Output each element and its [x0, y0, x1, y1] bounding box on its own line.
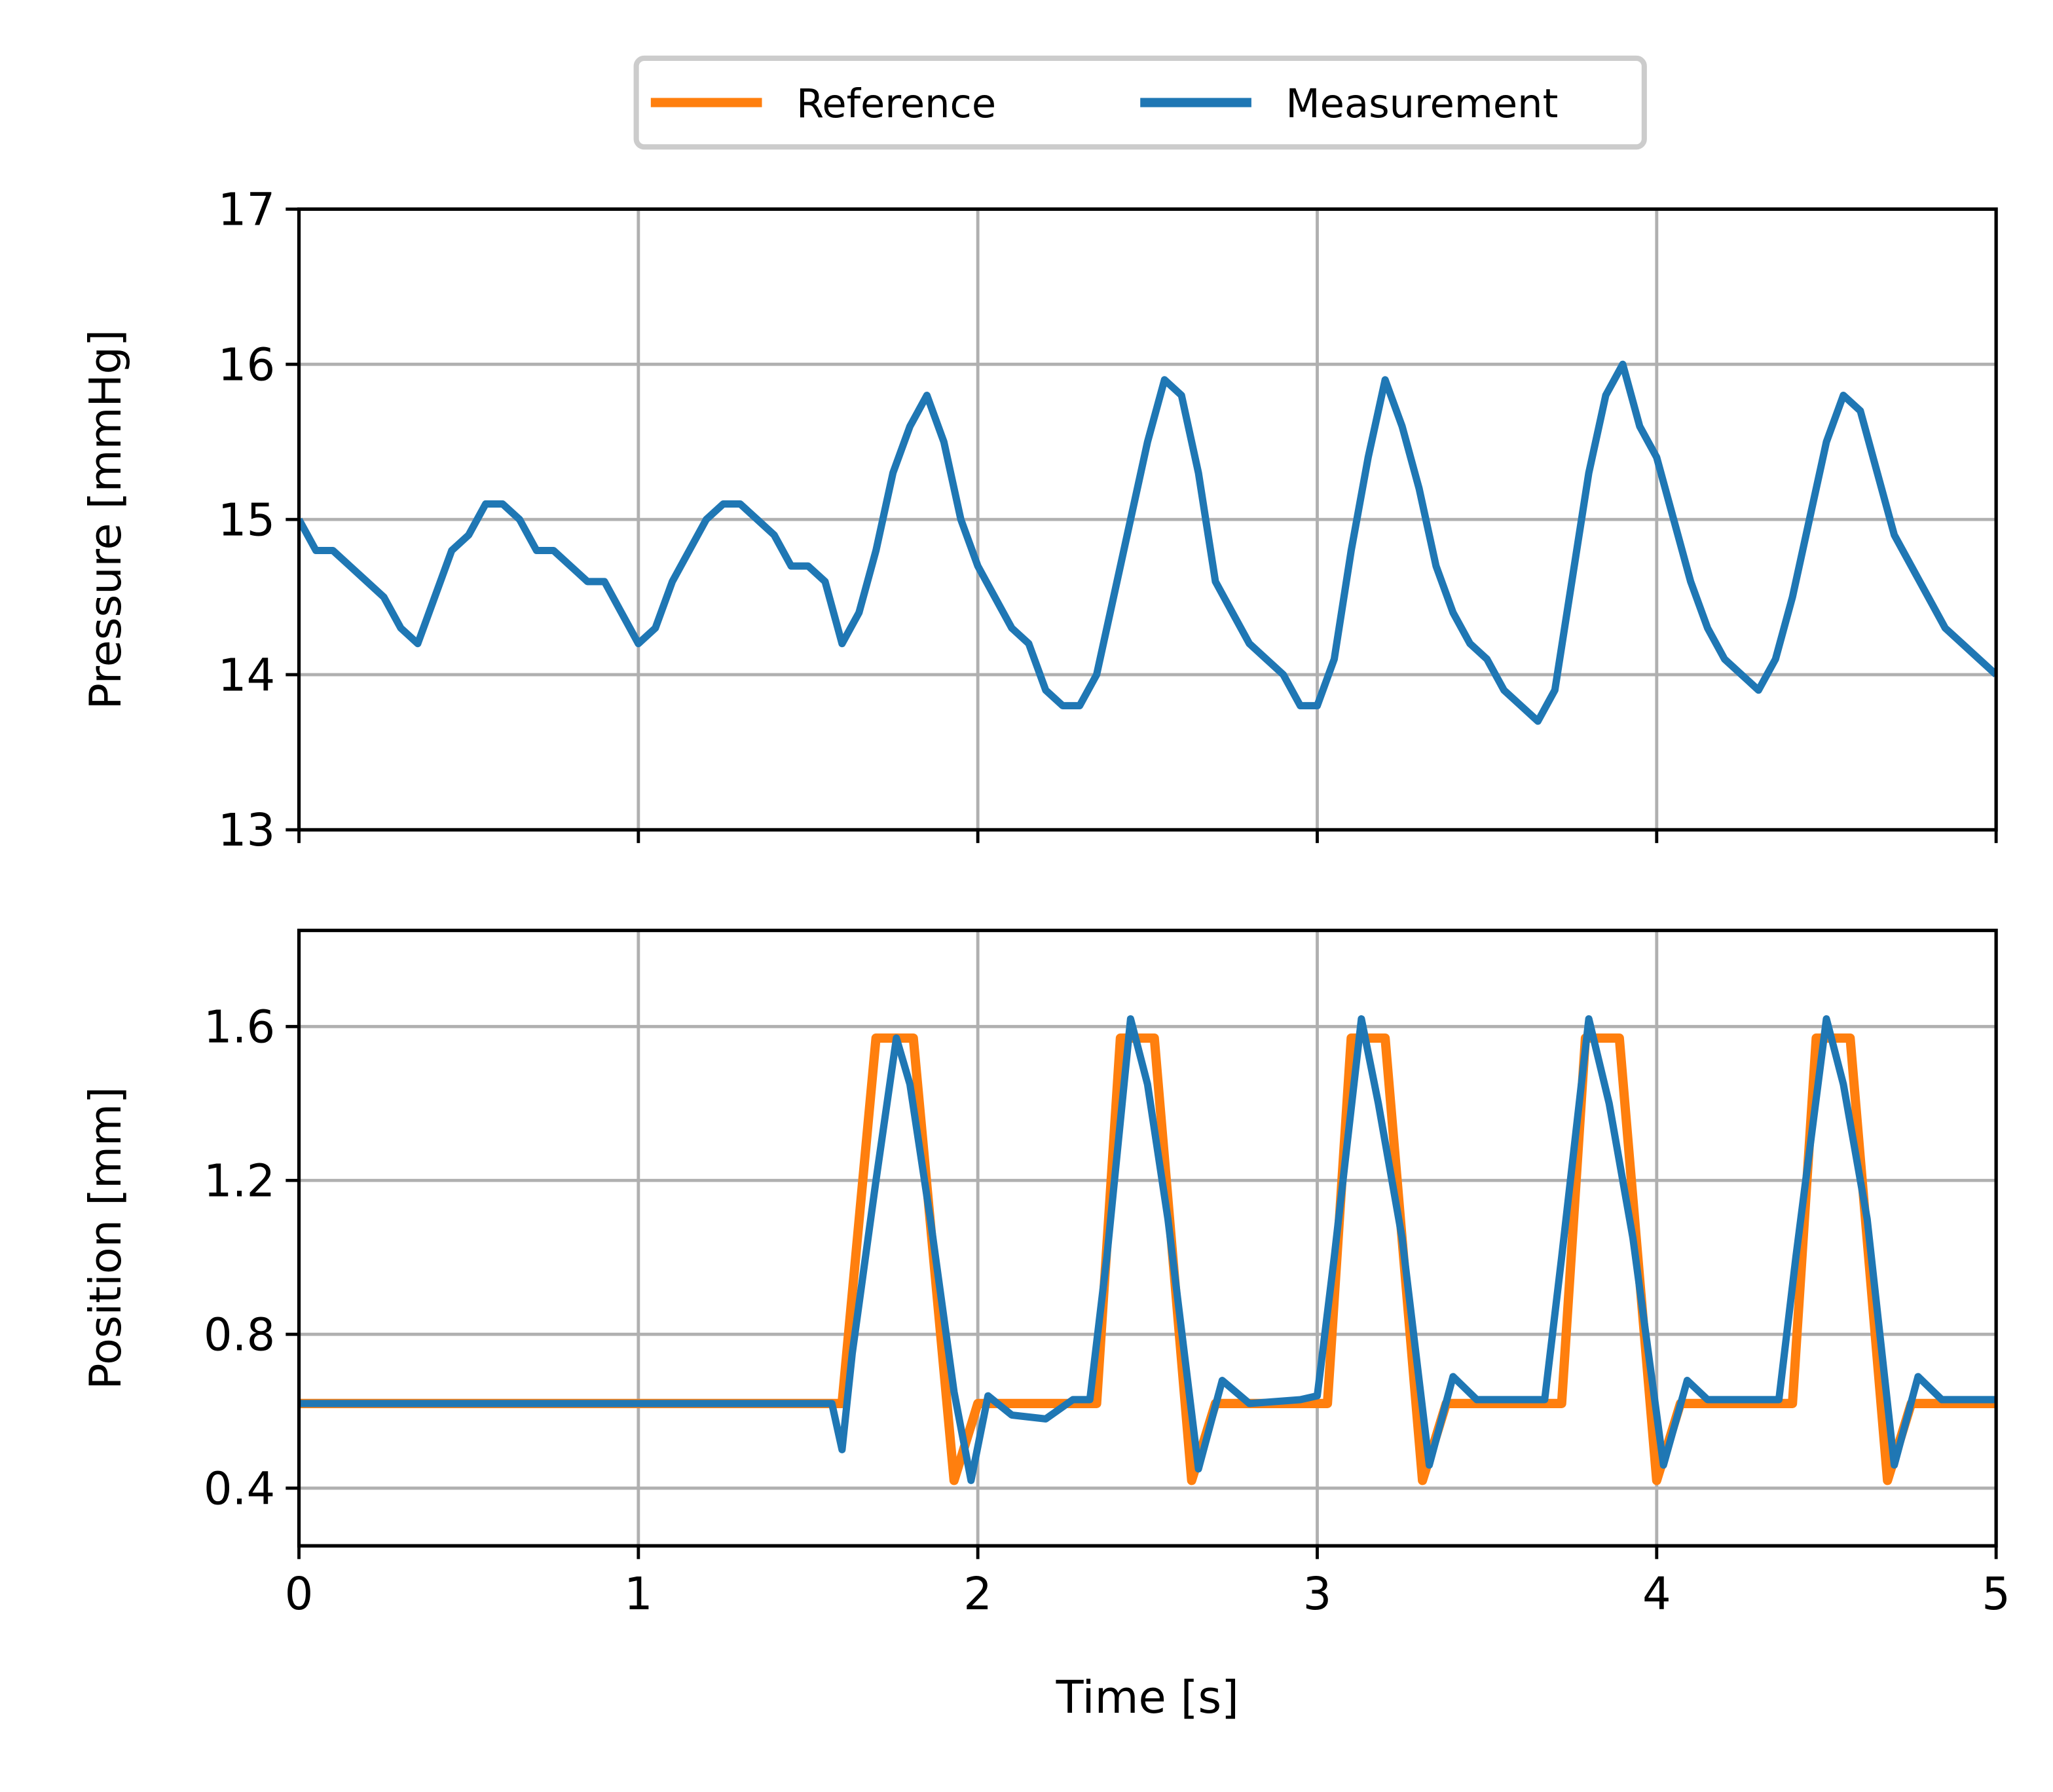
y-tick-label: 0.4 [204, 1463, 275, 1515]
y-tick-label: 1.2 [204, 1155, 275, 1207]
y-axis-label: Pressure [mmHg] [80, 329, 131, 709]
legend-label: Reference [796, 81, 996, 127]
y-tick-label: 14 [218, 649, 275, 701]
y-tick-label: 0.8 [204, 1309, 275, 1361]
x-tick-label: 0 [285, 1568, 314, 1620]
x-tick-label: 2 [963, 1568, 992, 1620]
x-tick-label: 3 [1303, 1568, 1332, 1620]
legend-label: Measurement [1285, 81, 1558, 127]
y-tick-label: 15 [218, 494, 275, 546]
y-tick-label: 17 [218, 184, 275, 236]
axes-frame [297, 928, 1998, 1548]
y-tick-label: 16 [218, 339, 275, 391]
x-tick-label: 5 [1982, 1568, 2010, 1620]
x-tick-label: 4 [1642, 1568, 1671, 1620]
y-axis-label: Position [mm] [80, 1087, 131, 1390]
x-tick-label: 1 [624, 1568, 653, 1620]
axes-frame [297, 207, 1998, 832]
y-tick-label: 13 [218, 804, 275, 857]
data-line [299, 360, 1997, 725]
data-line [299, 1015, 1997, 1484]
x-axis-label: Time [s] [1056, 1671, 1239, 1724]
y-tick-label: 1.6 [204, 1001, 275, 1054]
